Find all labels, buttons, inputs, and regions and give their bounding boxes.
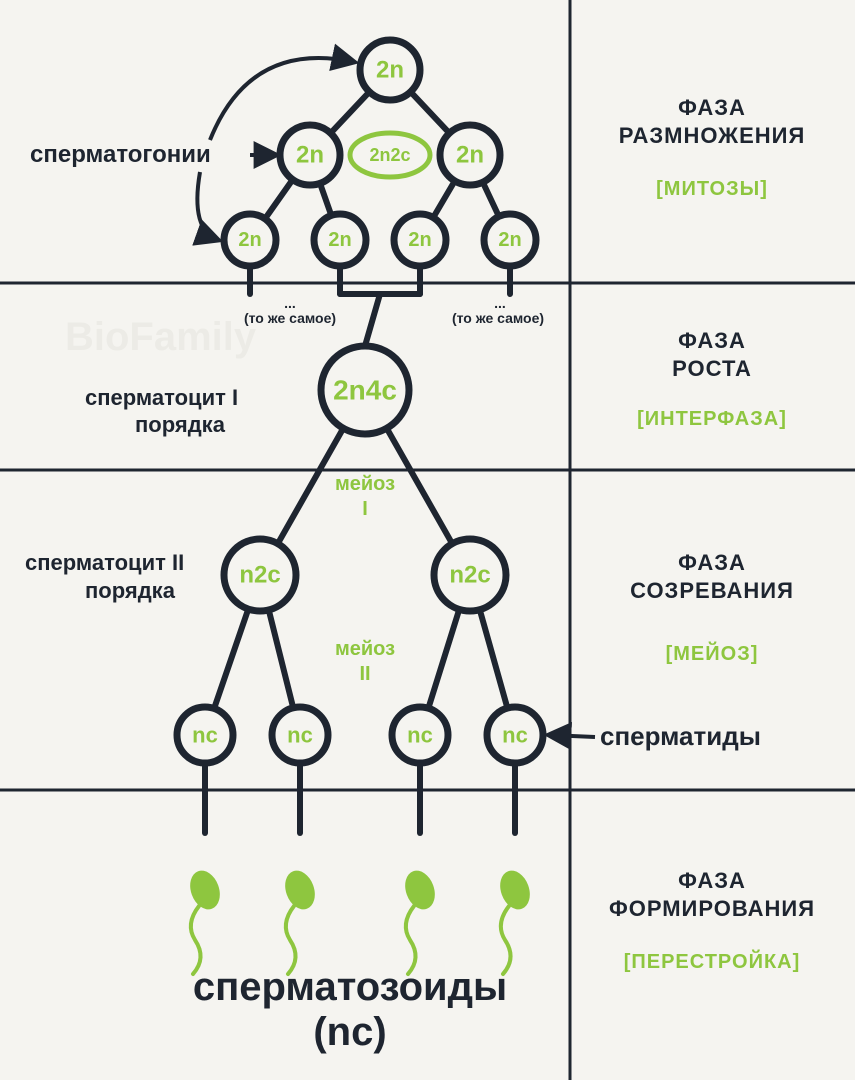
svg-text:мейоз: мейоз <box>335 473 395 495</box>
svg-text:РОСТА: РОСТА <box>672 356 752 381</box>
sperm-cells <box>185 866 535 974</box>
svg-text:[ПЕРЕСТРОЙКА]: [ПЕРЕСТРОЙКА] <box>624 949 801 973</box>
svg-text:сперматозоиды: сперматозоиды <box>193 965 507 1009</box>
svg-text:2n: 2n <box>328 229 351 251</box>
svg-text:[ИНТЕРФАЗА]: [ИНТЕРФАЗА] <box>637 408 787 430</box>
svg-text:РАЗМНОЖЕНИЯ: РАЗМНОЖЕНИЯ <box>619 123 806 148</box>
svg-text:nc: nc <box>192 723 218 748</box>
svg-text:2n: 2n <box>498 229 521 251</box>
svg-text:...: ... <box>284 295 296 311</box>
svg-text:ФАЗА: ФАЗА <box>678 95 746 120</box>
svg-text:(nc): (nc) <box>313 1010 386 1054</box>
svg-text:2n2c: 2n2c <box>369 145 410 165</box>
svg-text:2n4c: 2n4c <box>333 375 397 406</box>
svg-text:СОЗРЕВАНИЯ: СОЗРЕВАНИЯ <box>630 578 794 603</box>
svg-text:ФАЗА: ФАЗА <box>678 328 746 353</box>
svg-text:2n: 2n <box>296 142 324 169</box>
svg-text:(то же самое): (то же самое) <box>244 310 336 326</box>
svg-text:...: ... <box>494 295 506 311</box>
svg-text:порядка: порядка <box>135 412 226 437</box>
svg-text:порядка: порядка <box>85 578 176 603</box>
svg-text:ФАЗА: ФАЗА <box>678 868 746 893</box>
svg-text:ФАЗА: ФАЗА <box>678 550 746 575</box>
svg-text:сперматогонии: сперматогонии <box>30 141 211 168</box>
svg-text:сперматоцит II: сперматоцит II <box>25 550 184 575</box>
svg-text:2n: 2n <box>238 229 261 251</box>
svg-text:n2c: n2c <box>239 562 280 589</box>
diagram-svg: BioFamily 2n 2n 2n 2n 2n 2n 2n 2n4c n2c n2c nc nc nc… <box>0 0 855 1080</box>
svg-text:2n: 2n <box>456 142 484 169</box>
svg-text:II: II <box>359 663 370 685</box>
svg-text:nc: nc <box>287 723 313 748</box>
svg-text:2n: 2n <box>408 229 431 251</box>
phase-panel: ФАЗА РАЗМНОЖЕНИЯ [МИТОЗЫ] ФАЗА РОСТА [ИНТЕРФА… <box>609 95 815 973</box>
svg-text:сперматиды: сперматиды <box>600 721 761 751</box>
svg-text:nc: nc <box>407 723 433 748</box>
svg-text:n2c: n2c <box>449 562 490 589</box>
svg-text:nc: nc <box>502 723 528 748</box>
svg-text:[МЕЙОЗ]: [МЕЙОЗ] <box>666 641 759 665</box>
svg-text:мейоз: мейоз <box>335 638 395 660</box>
svg-text:ФОРМИРОВАНИЯ: ФОРМИРОВАНИЯ <box>609 896 815 921</box>
tree-edges <box>205 92 515 833</box>
svg-text:[МИТОЗЫ]: [МИТОЗЫ] <box>656 178 768 200</box>
svg-text:I: I <box>362 498 368 520</box>
svg-text:2n: 2n <box>376 57 404 84</box>
svg-text:сперматоцит I: сперматоцит I <box>85 385 238 410</box>
svg-text:(то же самое): (то же самое) <box>452 310 544 326</box>
watermark: BioFamily <box>65 315 257 359</box>
